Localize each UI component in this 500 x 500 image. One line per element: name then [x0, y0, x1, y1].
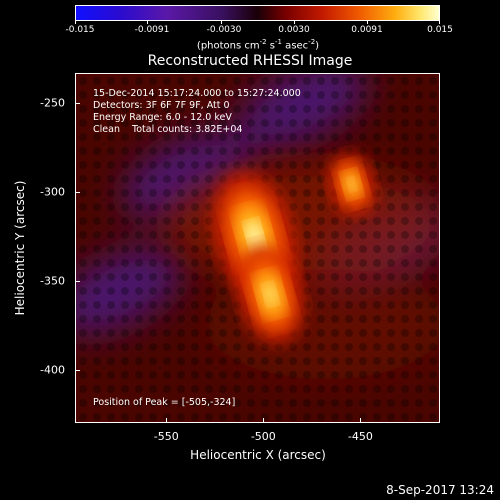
y-tick-label: -300	[40, 185, 65, 199]
colorbar-tickmark	[75, 21, 76, 24]
colorbar-tickmark	[439, 21, 440, 24]
x-axis-label: Heliocentric X (arcsec)	[190, 448, 326, 462]
info-energy-range: Energy Range: 6.0 - 12.0 keV	[93, 112, 232, 123]
colorbar-tick-label: -0.0030	[206, 25, 242, 35]
y-tick-mark	[75, 103, 80, 105]
x-tick-mark	[166, 418, 168, 423]
info-time-range: 15-Dec-2014 15:17:24.000 to 15:27:24.000	[93, 88, 301, 99]
y-tick-label: -350	[40, 274, 65, 288]
colorbar-tick-label: -0.015	[65, 25, 95, 35]
colorbar-tick-label: 0.0091	[351, 25, 383, 35]
colorbar	[75, 5, 440, 21]
colorbar-tick-label: 0.0030	[278, 25, 310, 35]
colorbar-tickmark	[221, 21, 222, 24]
heatmap-image	[76, 74, 439, 422]
y-tick-label: -250	[40, 96, 65, 110]
chart-title: Reconstructed RHESSI Image	[147, 53, 353, 69]
colorbar-tickmark	[294, 21, 295, 24]
footer-date: 8-Sep-2017 13:24	[386, 483, 494, 497]
colorbar-tick-label: -0.0091	[134, 25, 170, 35]
x-tick-mark	[360, 418, 362, 423]
y-tick-mark	[75, 280, 80, 282]
x-tick-label: -550	[153, 430, 179, 443]
y-axis-label: Heliocentric Y (arcsec)	[13, 180, 27, 316]
source-blob	[327, 152, 376, 216]
heatmap-plot	[75, 73, 440, 423]
y-tick-label: -400	[40, 363, 65, 377]
x-tick-label: -450	[347, 430, 373, 443]
colorbar-tickmark	[367, 21, 368, 24]
x-tick-label: -500	[250, 430, 276, 443]
colorbar-units: (photons cm-2 s-1 asec-2)	[196, 38, 320, 52]
colorbar-tickmark	[147, 21, 148, 24]
info-detectors: Detectors: 3F 6F 7F 9F, Att 0	[93, 100, 230, 111]
info-clean-counts: Clean Total counts: 3.82E+04	[93, 124, 243, 135]
peak-position-label: Position of Peak = [-505,-324]	[93, 397, 236, 408]
colorbar-tick-label: 0.015	[427, 25, 453, 35]
y-tick-mark	[75, 369, 80, 371]
x-tick-mark	[263, 418, 265, 423]
y-tick-mark	[75, 192, 80, 194]
source-blob	[236, 244, 305, 344]
